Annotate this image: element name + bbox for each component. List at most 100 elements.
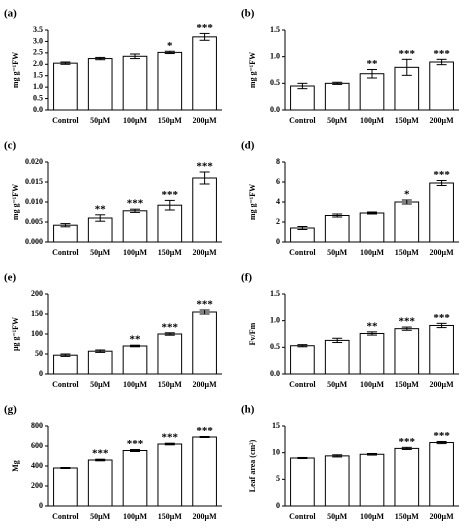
- error-bar: [297, 226, 308, 230]
- bar: [324, 339, 350, 375]
- error-bar: [367, 331, 377, 336]
- panel-label: (e): [4, 272, 17, 284]
- error-bar: [95, 214, 106, 222]
- x-tick-label: 50μM: [90, 380, 111, 389]
- significance: ***: [196, 425, 213, 437]
- x-tick-label: 100μM: [360, 512, 385, 521]
- panel-label: (f): [241, 272, 252, 284]
- x-tick-label: 100μM: [123, 512, 148, 521]
- significance: ***: [433, 430, 450, 442]
- x-tick-label: 100μM: [360, 380, 385, 389]
- bar: [157, 204, 183, 243]
- bar: [429, 442, 454, 507]
- y-tick-label: 0.0: [270, 105, 280, 114]
- x-tick-label: Control: [52, 380, 79, 389]
- x-tick-label: 50μM: [327, 380, 348, 389]
- y-tick-label: 10: [272, 447, 280, 456]
- x-tick-label: 150μM: [395, 248, 420, 257]
- bar: [53, 354, 78, 375]
- error-bar: [95, 56, 106, 61]
- significance: *: [404, 189, 410, 201]
- significance: ***: [127, 198, 144, 210]
- y-tick-label: 1.5: [270, 25, 280, 34]
- x-tick-label: 50μM: [90, 248, 111, 257]
- y-tick-label: 1.0: [270, 315, 280, 324]
- y-tick-label: 0.015: [25, 177, 43, 186]
- x-tick-label: 150μM: [158, 512, 183, 521]
- y-tick-label: 150: [31, 309, 43, 318]
- error-bar: [95, 349, 106, 353]
- significance: ***: [92, 448, 109, 460]
- significance: ***: [433, 312, 450, 324]
- x-tick-label: 150μM: [158, 116, 183, 125]
- bar: [429, 324, 454, 375]
- significance: ***: [196, 161, 213, 173]
- error-bar: [164, 442, 175, 446]
- significance: ***: [399, 48, 416, 60]
- x-tick-label: 150μM: [158, 248, 183, 257]
- error-bar: [60, 353, 71, 357]
- y-tick-label: 50: [35, 349, 43, 358]
- x-tick-label: 100μM: [123, 380, 148, 389]
- x-tick-label: 200μM: [430, 512, 455, 521]
- significance: ***: [162, 432, 179, 444]
- error-bar: [199, 171, 210, 185]
- x-tick-label: 50μM: [327, 248, 348, 257]
- error-bar: [332, 337, 343, 344]
- bar: [429, 182, 454, 243]
- panel-label: (c): [4, 140, 17, 152]
- y-tick-label: 2: [276, 217, 280, 226]
- error-bar: [130, 344, 140, 348]
- y-tick-label: 1.5: [33, 71, 43, 80]
- bar: [192, 436, 217, 507]
- y-tick-label: 100: [31, 329, 43, 338]
- error-bar: [401, 326, 412, 331]
- x-tick-label: 200μM: [193, 116, 218, 125]
- bar: [359, 332, 385, 375]
- y-tick-label: 400: [31, 461, 43, 470]
- y-tick-label: 200: [31, 289, 43, 298]
- y-tick-label: 1.0: [33, 82, 43, 91]
- bar: [53, 224, 78, 243]
- bar: [157, 51, 183, 111]
- y-tick-label: 0: [276, 501, 280, 510]
- y-tick-label: 1.5: [270, 289, 280, 298]
- y-tick-label: 0.020: [25, 157, 43, 166]
- x-tick-label: 200μM: [193, 248, 218, 257]
- y-tick-label: 5: [276, 474, 280, 483]
- error-bar: [436, 440, 447, 445]
- bar: [192, 36, 217, 111]
- significance: *: [167, 40, 173, 52]
- x-tick-label: Control: [289, 116, 316, 125]
- y-axis-label: mg g⁻¹FW: [11, 52, 20, 88]
- y-tick-label: 200: [31, 481, 43, 490]
- y-tick-label: 0.5: [33, 93, 43, 102]
- error-bar: [130, 449, 140, 452]
- significance: ***: [399, 436, 416, 448]
- y-axis-label: mg g⁻¹FW: [248, 184, 257, 220]
- bar: [122, 210, 148, 243]
- x-tick-label: Control: [289, 248, 316, 257]
- significance: ***: [196, 22, 213, 34]
- y-tick-label: 0.0: [270, 369, 280, 378]
- x-tick-label: 100μM: [123, 116, 148, 125]
- significance: **: [367, 320, 379, 332]
- y-tick-label: 0: [39, 501, 43, 510]
- error-bar: [95, 458, 106, 462]
- y-axis-label: Mg: [11, 460, 20, 472]
- bar: [394, 201, 420, 243]
- bar: [359, 453, 385, 507]
- bar: [53, 467, 78, 507]
- bar: [122, 345, 148, 375]
- error-bar: [367, 452, 377, 456]
- y-tick-label: 8: [276, 157, 280, 166]
- bar: [394, 328, 420, 375]
- panel-label: (g): [4, 404, 17, 416]
- error-bar: [60, 61, 71, 65]
- y-tick-label: 4: [276, 197, 280, 206]
- x-tick-label: Control: [289, 380, 316, 389]
- y-tick-label: 2.0: [33, 59, 43, 68]
- x-tick-label: 50μM: [327, 116, 348, 125]
- y-tick-label: 0.0: [33, 105, 43, 114]
